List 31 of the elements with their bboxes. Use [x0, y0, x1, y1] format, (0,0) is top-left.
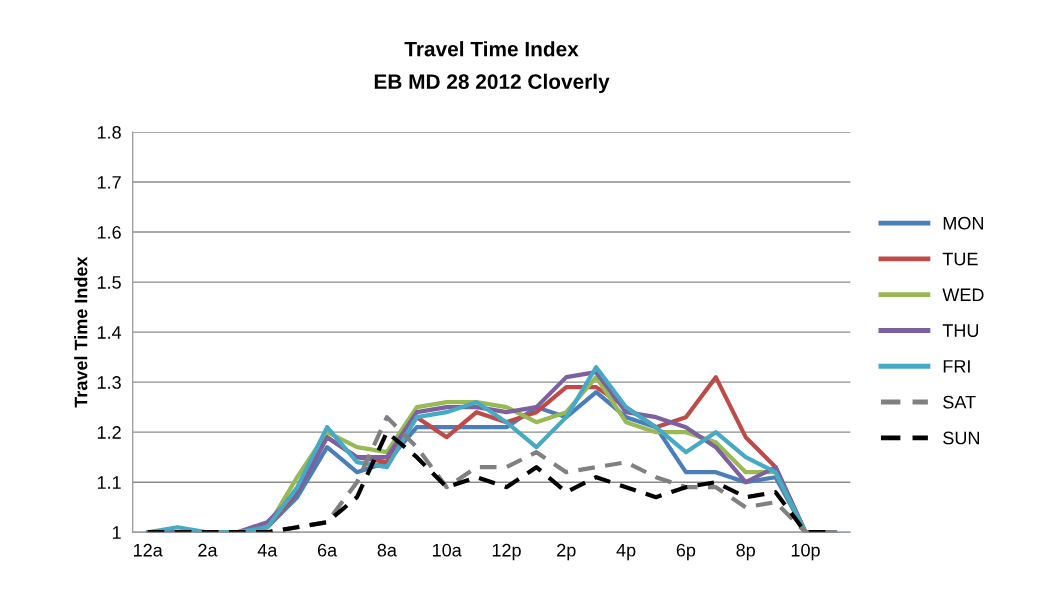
x-tick-label: 12p [492, 543, 521, 561]
y-tick-label: 1.4 [97, 326, 122, 339]
x-tick-label: 10p [791, 543, 820, 561]
legend-label: SUN [943, 431, 979, 445]
y-tick-label: 1.3 [97, 376, 121, 389]
x-tick-label: 12a [134, 543, 163, 557]
y-tick-label: 1.8 [97, 125, 121, 139]
legend-label: WED [942, 288, 984, 301]
x-tick-label: 6a [317, 543, 338, 557]
y-tick-label: 1.6 [97, 226, 121, 239]
x-tick-label: 8a [377, 543, 397, 557]
legend-label: SAT [943, 395, 976, 409]
y-axis-title: Travel Time Index [74, 256, 88, 408]
x-tick-label: 4a [257, 543, 278, 557]
chart-title: Travel Time Index [404, 41, 579, 57]
x-tick-label: 8p [736, 543, 755, 561]
y-tick-label: 1 [112, 526, 121, 539]
y-tick-label: 1.2 [97, 426, 121, 439]
legend-label: THU [942, 324, 979, 337]
legend-label: TUE [942, 252, 978, 266]
y-tick-label: 1.7 [97, 176, 121, 189]
legend-label: MON [943, 216, 983, 230]
x-tick-label: 4p [616, 543, 636, 561]
x-tick-label: 6p [676, 543, 696, 561]
legend-label: FRI [943, 360, 970, 373]
y-tick-label: 1.5 [97, 276, 121, 289]
chart-subtitle: EB MD 28 2012 Cloverly [374, 73, 610, 94]
y-tick-label: 1.1 [97, 476, 121, 489]
x-tick-label: 10a [433, 543, 462, 557]
x-tick-label: 2p [557, 543, 576, 561]
x-tick-label: 2a [198, 543, 218, 557]
